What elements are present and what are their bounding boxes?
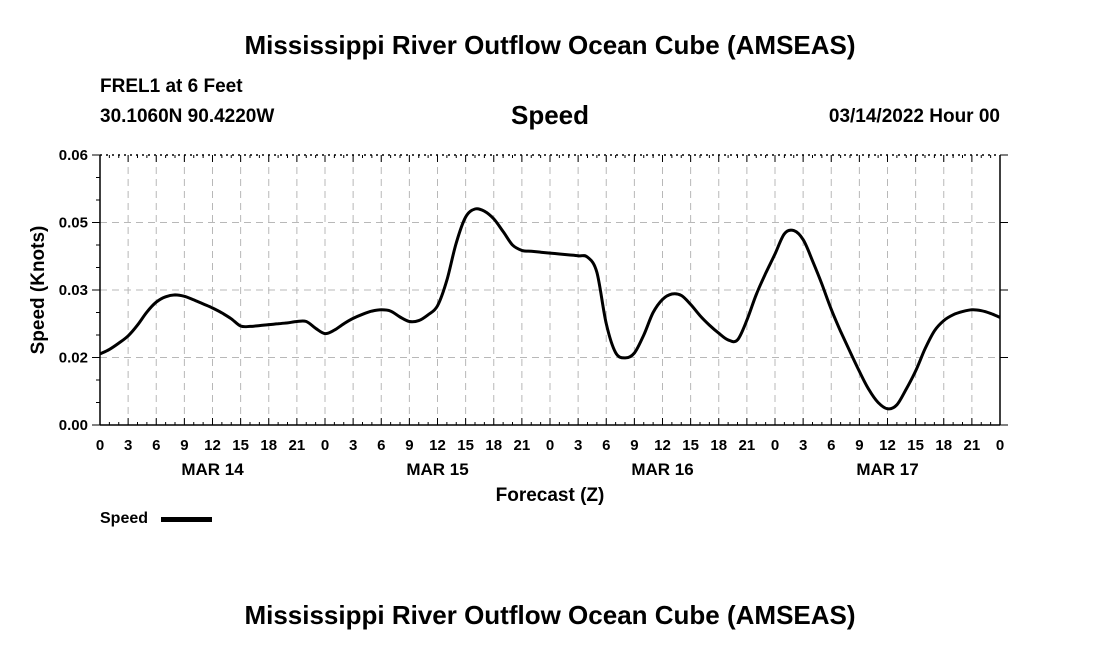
x-tick-label: 15	[907, 437, 924, 454]
x-tick-label: 12	[204, 437, 221, 454]
y-tick-label: 0.00	[59, 417, 88, 434]
x-tick-label: 18	[935, 437, 952, 454]
day-label: MAR 17	[856, 460, 918, 479]
x-tick-label: 15	[682, 437, 699, 454]
coords-label: 30.1060N 90.4220W	[100, 106, 275, 127]
x-tick-label: 21	[514, 437, 531, 454]
x-tick-label: 0	[321, 437, 329, 454]
x-tick-label: 21	[964, 437, 981, 454]
x-tick-label: 0	[546, 437, 554, 454]
legend-label: Speed	[100, 510, 149, 527]
x-tick-label: 9	[180, 437, 188, 454]
x-tick-label: 0	[996, 437, 1004, 454]
day-label: MAR 16	[631, 460, 693, 479]
x-tick-label: 0	[96, 437, 104, 454]
x-tick-label: 12	[429, 437, 446, 454]
x-tick-label: 3	[124, 437, 132, 454]
x-tick-label: 21	[289, 437, 306, 454]
y-tick-label: 0.02	[59, 350, 88, 367]
chart-title: Mississippi River Outflow Ocean Cube (AM…	[244, 30, 856, 60]
series-line-speed	[99, 207, 1001, 411]
y-tick-label: 0.03	[59, 282, 88, 299]
day-label: MAR 14	[181, 460, 244, 479]
x-tick-label: 9	[405, 437, 413, 454]
x-tick-label: 18	[485, 437, 502, 454]
x-tick-label: 9	[630, 437, 638, 454]
x-axis-title: Forecast (Z)	[496, 485, 605, 506]
x-tick-label: 12	[879, 437, 896, 454]
x-tick-label: 3	[349, 437, 357, 454]
variable-title: Speed	[510, 100, 590, 130]
chart-title-bottom: Mississippi River Outflow Ocean Cube (AM…	[244, 600, 856, 630]
x-tick-label: 18	[710, 437, 727, 454]
legend-swatch	[161, 517, 212, 522]
y-tick-label: 0.05	[59, 215, 88, 232]
station-label: FREL1 at 6 Feet	[100, 76, 243, 97]
datetime-label: 03/14/2022 Hour 00	[828, 106, 1000, 127]
x-tick-label: 6	[377, 437, 385, 454]
x-tick-label: 6	[152, 437, 160, 454]
x-tick-label: 12	[654, 437, 671, 454]
y-axis-title: Speed (Knots)	[28, 226, 49, 355]
x-tick-label: 3	[799, 437, 807, 454]
x-tick-label: 3	[574, 437, 582, 454]
x-tick-label: 15	[457, 437, 474, 454]
x-tick-label: 0	[771, 437, 779, 454]
x-tick-label: 9	[855, 437, 863, 454]
x-tick-label: 6	[602, 437, 610, 454]
x-tick-label: 6	[827, 437, 835, 454]
x-tick-label: 21	[739, 437, 756, 454]
day-label: MAR 15	[406, 460, 468, 479]
y-tick-label: 0.06	[59, 147, 88, 164]
x-tick-label: 15	[232, 437, 249, 454]
x-tick-label: 18	[260, 437, 277, 454]
